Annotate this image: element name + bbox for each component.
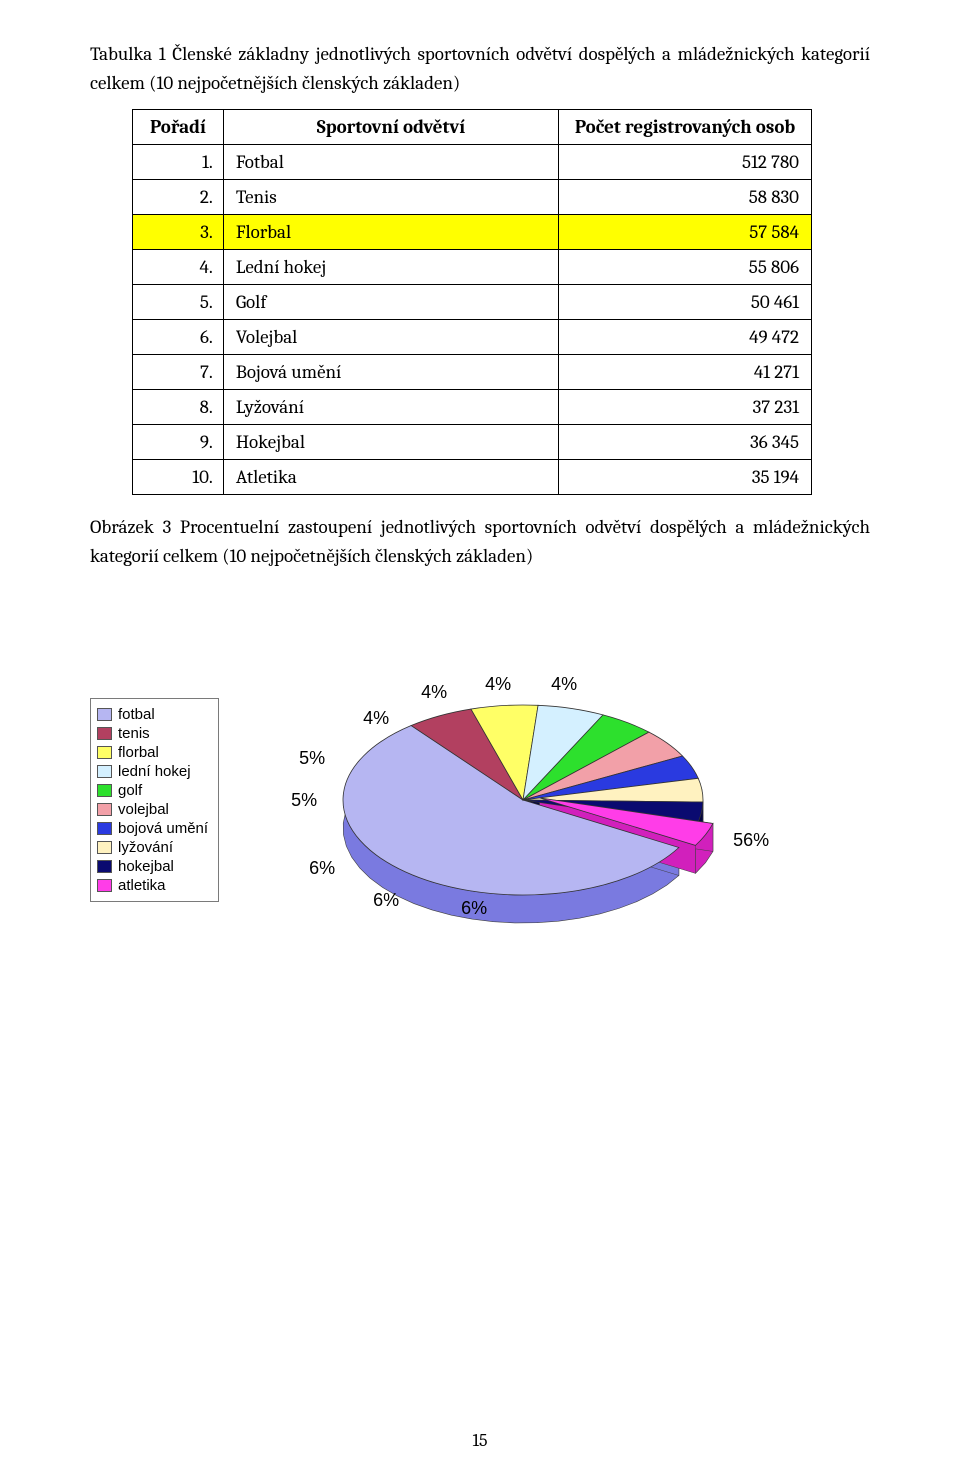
cell-count: 36 345 xyxy=(559,424,812,459)
legend-chart-wrap: fotbal tenis florbal lední hokej golf volejba… xyxy=(90,650,870,950)
table-row: 2.Tenis58 830 xyxy=(133,179,812,214)
legend-label: lyžování xyxy=(118,839,173,856)
legend-item: golf xyxy=(97,781,208,800)
cell-sport: Bojová umění xyxy=(223,354,558,389)
legend-swatch-icon xyxy=(97,708,112,721)
legend-swatch-icon xyxy=(97,784,112,797)
cell-count: 512 780 xyxy=(559,144,812,179)
pct-label: 6% xyxy=(461,898,487,919)
table-row: 4.Lední hokej55 806 xyxy=(133,249,812,284)
cell-sport: Tenis xyxy=(223,179,558,214)
pct-label: 4% xyxy=(421,682,447,703)
legend-label: atletika xyxy=(118,877,166,894)
legend-item: lední hokej xyxy=(97,762,208,781)
table-caption: Tabulka 1 Členské základny jednotlivých … xyxy=(90,40,870,99)
table-row: 9.Hokejbal36 345 xyxy=(133,424,812,459)
cell-count: 49 472 xyxy=(559,319,812,354)
pct-label: 6% xyxy=(373,890,399,911)
table-header-row: Pořadí Sportovní odvětví Počet registrov… xyxy=(133,109,812,144)
legend-swatch-icon xyxy=(97,879,112,892)
page-number: 15 xyxy=(0,1430,960,1451)
cell-rank: 2. xyxy=(133,179,224,214)
col-rank: Pořadí xyxy=(133,109,224,144)
cell-count: 57 584 xyxy=(559,214,812,249)
cell-rank: 3. xyxy=(133,214,224,249)
pct-label: 5% xyxy=(291,790,317,811)
col-count: Počet registrovaných osob xyxy=(559,109,812,144)
cell-rank: 4. xyxy=(133,249,224,284)
table-row: 6.Volejbal49 472 xyxy=(133,319,812,354)
legend-label: tenis xyxy=(118,725,150,742)
cell-rank: 8. xyxy=(133,389,224,424)
legend-item: bojová umění xyxy=(97,819,208,838)
cell-rank: 6. xyxy=(133,319,224,354)
table-row: 7.Bojová umění41 271 xyxy=(133,354,812,389)
legend-item: atletika xyxy=(97,876,208,895)
legend-swatch-icon xyxy=(97,727,112,740)
legend: fotbal tenis florbal lední hokej golf volejba… xyxy=(90,698,219,902)
cell-rank: 9. xyxy=(133,424,224,459)
table-row: 8.Lyžování37 231 xyxy=(133,389,812,424)
cell-count: 50 461 xyxy=(559,284,812,319)
cell-sport: Volejbal xyxy=(223,319,558,354)
legend-item: hokejbal xyxy=(97,857,208,876)
table-row: 3.Florbal57 584 xyxy=(133,214,812,249)
legend-item: lyžování xyxy=(97,838,208,857)
cell-rank: 1. xyxy=(133,144,224,179)
pct-label: 56% xyxy=(733,830,769,851)
legend-label: fotbal xyxy=(118,706,155,723)
legend-item: fotbal xyxy=(97,705,208,724)
pie-chart: 56% 6% 6% 6% 5% 5% 4% 4% 4% 4% xyxy=(253,650,793,950)
legend-swatch-icon xyxy=(97,746,112,759)
page: Tabulka 1 Členské základny jednotlivých … xyxy=(0,0,960,1481)
table-row: 1.Fotbal512 780 xyxy=(133,144,812,179)
cell-sport: Fotbal xyxy=(223,144,558,179)
membership-table: Pořadí Sportovní odvětví Počet registrov… xyxy=(132,109,812,495)
cell-sport: Hokejbal xyxy=(223,424,558,459)
table-row: 5.Golf50 461 xyxy=(133,284,812,319)
cell-sport: Florbal xyxy=(223,214,558,249)
pct-label: 6% xyxy=(309,858,335,879)
cell-sport: Lední hokej xyxy=(223,249,558,284)
cell-rank: 7. xyxy=(133,354,224,389)
figure-caption: Obrázek 3 Procentuelní zastoupení jednot… xyxy=(90,513,870,572)
col-sport: Sportovní odvětví xyxy=(223,109,558,144)
legend-swatch-icon xyxy=(97,803,112,816)
legend-swatch-icon xyxy=(97,860,112,873)
legend-swatch-icon xyxy=(97,841,112,854)
cell-count: 58 830 xyxy=(559,179,812,214)
pct-label: 4% xyxy=(485,674,511,695)
legend-label: lední hokej xyxy=(118,763,191,780)
cell-sport: Lyžování xyxy=(223,389,558,424)
cell-count: 55 806 xyxy=(559,249,812,284)
legend-label: hokejbal xyxy=(118,858,174,875)
cell-rank: 5. xyxy=(133,284,224,319)
cell-rank: 10. xyxy=(133,459,224,494)
legend-item: tenis xyxy=(97,724,208,743)
legend-item: volejbal xyxy=(97,800,208,819)
cell-count: 41 271 xyxy=(559,354,812,389)
cell-sport: Golf xyxy=(223,284,558,319)
cell-count: 37 231 xyxy=(559,389,812,424)
legend-label: bojová umění xyxy=(118,820,208,837)
pct-label: 4% xyxy=(551,674,577,695)
pct-label: 4% xyxy=(363,708,389,729)
cell-count: 35 194 xyxy=(559,459,812,494)
table-row: 10.Atletika35 194 xyxy=(133,459,812,494)
legend-swatch-icon xyxy=(97,765,112,778)
pct-label: 5% xyxy=(299,748,325,769)
legend-swatch-icon xyxy=(97,822,112,835)
cell-sport: Atletika xyxy=(223,459,558,494)
legend-label: florbal xyxy=(118,744,159,761)
legend-label: golf xyxy=(118,782,142,799)
legend-item: florbal xyxy=(97,743,208,762)
legend-label: volejbal xyxy=(118,801,169,818)
